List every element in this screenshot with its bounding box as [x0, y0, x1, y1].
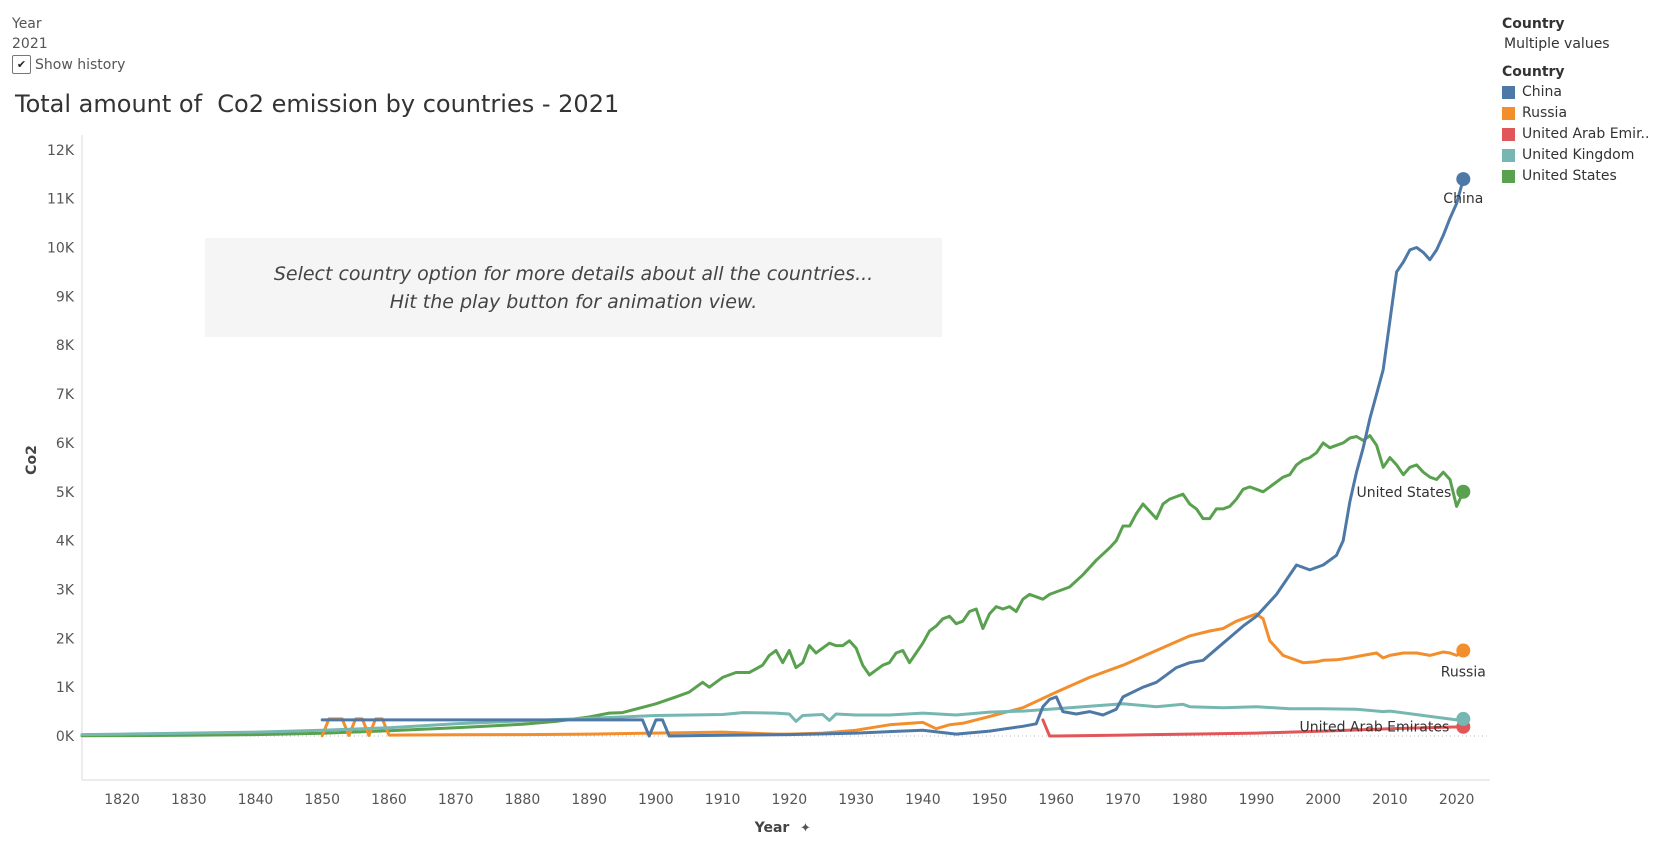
show-history-label: Show history	[35, 56, 126, 73]
series-line-united-states	[80, 434, 1465, 738]
y-tick-label: 11K	[47, 192, 75, 208]
show-history-checkbox[interactable]: ✔	[12, 55, 31, 74]
y-tick-label: 7K	[56, 387, 75, 403]
end-marker-china	[1456, 172, 1471, 187]
x-tick-label: 1890	[571, 792, 607, 808]
end-marker-united-states	[1456, 484, 1471, 499]
x-tick-label: 1820	[104, 792, 140, 808]
show-history-toggle[interactable]: ✔ Show history	[12, 55, 125, 74]
y-tick-label: 10K	[47, 240, 75, 256]
series-line-russia	[320, 612, 1465, 738]
y-tick-label: 8K	[56, 338, 75, 354]
legend-item-russia[interactable]: Russia	[1502, 103, 1649, 124]
year-filter[interactable]: Year 2021	[12, 14, 48, 54]
y-tick-label: 5K	[56, 485, 75, 501]
end-marker-russia	[1456, 643, 1471, 658]
country-filter-header: Country	[1502, 16, 1565, 32]
x-tick-label: 1860	[371, 792, 407, 808]
legend-swatch	[1502, 170, 1515, 183]
y-tick-label: 12K	[47, 143, 75, 159]
x-tick-label: 2000	[1305, 792, 1341, 808]
x-tick-label: 1900	[638, 792, 674, 808]
x-tick-label: 2010	[1372, 792, 1408, 808]
x-tick-label: 1880	[505, 792, 541, 808]
end-marker-united-kingdom	[1456, 711, 1471, 726]
legend-title: Country	[1502, 64, 1565, 80]
y-tick-label: 1K	[56, 680, 75, 696]
x-tick-label: 1960	[1038, 792, 1074, 808]
x-tick-label: 1850	[304, 792, 340, 808]
series-line-united-kingdom	[80, 702, 1465, 737]
end-label-russia: Russia	[1441, 665, 1486, 681]
x-tick-label: 1920	[772, 792, 808, 808]
x-tick-label: 1950	[972, 792, 1008, 808]
y-tick-label: 9K	[56, 289, 75, 305]
year-filter-value[interactable]: 2021	[12, 36, 48, 52]
x-tick-label: 1910	[705, 792, 741, 808]
y-tick-label: 0K	[56, 729, 75, 745]
x-tick-label: 1990	[1239, 792, 1275, 808]
x-tick-label: 1930	[838, 792, 874, 808]
series-line-united-arab-emirates	[1041, 718, 1465, 738]
x-tick-label: 1870	[438, 792, 474, 808]
chart-title: Total amount of Co2 emission by countrie…	[15, 90, 620, 118]
x-axis-title: Year	[754, 820, 790, 836]
legend-swatch	[1502, 128, 1515, 141]
x-tick-label: 2020	[1439, 792, 1475, 808]
x-tick-label: 1940	[905, 792, 941, 808]
legend-swatch	[1502, 107, 1515, 120]
end-label-united-arab-emirates: United Arab Emirates	[1299, 720, 1449, 736]
end-label-united-states: United States	[1356, 485, 1451, 501]
annotation-line-2: Hit the play button for animation view.	[389, 291, 758, 313]
legend-item-us[interactable]: United States	[1502, 166, 1649, 187]
legend-label: United Kingdom	[1522, 147, 1635, 163]
x-tick-label: 1970	[1105, 792, 1141, 808]
y-tick-label: 6K	[56, 436, 75, 452]
country-filter-value[interactable]: Multiple values	[1504, 36, 1610, 52]
x-tick-label: 1980	[1172, 792, 1208, 808]
end-label-china: China	[1443, 191, 1483, 207]
y-axis-title: Co2	[24, 445, 40, 475]
legend-item-uae[interactable]: United Arab Emir..	[1502, 124, 1649, 145]
y-tick-label: 3K	[56, 582, 75, 598]
legend-label: United States	[1522, 168, 1617, 184]
x-tick-label: 1840	[238, 792, 274, 808]
annotation-box: Select country option for more details a…	[205, 238, 942, 337]
series-line-china	[320, 177, 1465, 738]
legend-label: Russia	[1522, 105, 1568, 121]
legend-swatch	[1502, 86, 1515, 99]
legend-panel: Country Multiple values Country China Ru…	[1502, 14, 1649, 187]
legend-item-china[interactable]: China	[1502, 82, 1649, 103]
year-filter-label: Year	[12, 16, 42, 32]
annotation-line-1: Select country option for more details a…	[273, 263, 874, 285]
legend-item-uk[interactable]: United Kingdom	[1502, 145, 1649, 166]
pin-icon: ✦	[800, 821, 811, 836]
legend-swatch	[1502, 149, 1515, 162]
legend-label: United Arab Emir..	[1522, 126, 1650, 142]
legend-label: China	[1522, 84, 1562, 100]
y-tick-label: 2K	[56, 631, 75, 647]
y-tick-label: 4K	[56, 534, 75, 550]
x-tick-label: 1830	[171, 792, 207, 808]
